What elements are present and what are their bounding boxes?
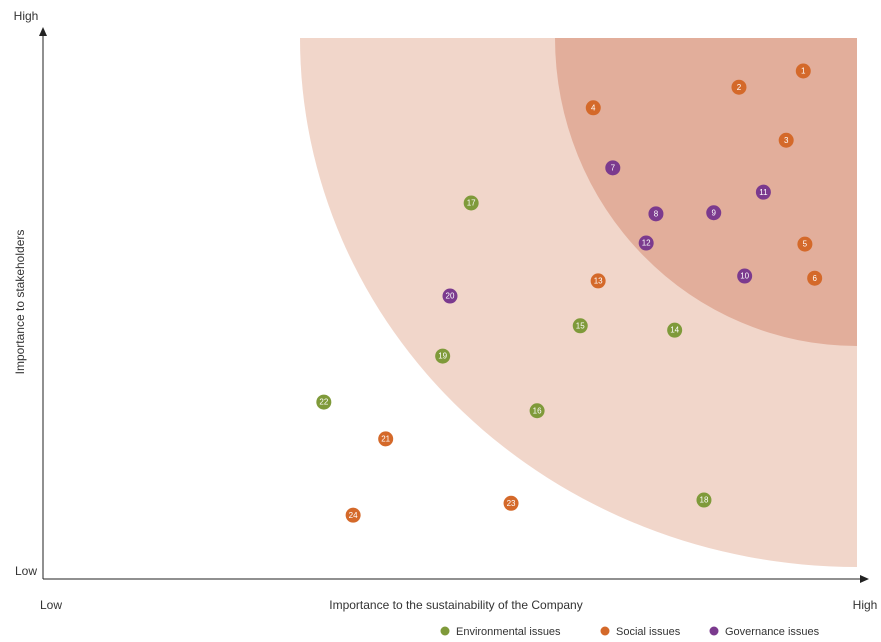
- legend-marker: [600, 626, 610, 636]
- point: [435, 348, 451, 364]
- point: [585, 100, 601, 116]
- point: [345, 507, 361, 523]
- legend-marker: [440, 626, 450, 636]
- point-label: 6: [812, 274, 817, 283]
- point-label: 5: [803, 240, 808, 249]
- point-label: 15: [576, 321, 585, 330]
- point-label: 1: [801, 67, 806, 76]
- x-tick-label: Low: [40, 598, 62, 612]
- point-label: 20: [446, 292, 455, 301]
- point-label: 16: [533, 406, 542, 415]
- point: [638, 235, 654, 251]
- y-tick-label: High: [14, 9, 39, 23]
- legend-label: Governance issues: [725, 626, 820, 638]
- point: [442, 288, 458, 304]
- point-label: 17: [467, 199, 476, 208]
- point-label: 3: [784, 136, 789, 145]
- x-axis-label: Importance to the sustainability of the …: [329, 598, 582, 612]
- x-tick-label: High: [853, 598, 878, 612]
- point: [605, 160, 621, 176]
- point: [316, 394, 332, 410]
- point-label: 19: [438, 352, 447, 361]
- point: [797, 236, 813, 252]
- y-axis-label: Importance to stakeholders: [13, 230, 27, 375]
- point: [590, 273, 606, 289]
- point: [737, 268, 753, 284]
- point-label: 11: [759, 188, 768, 197]
- point: [648, 206, 664, 222]
- point: [706, 205, 722, 221]
- point-label: 7: [611, 163, 616, 172]
- point: [572, 318, 588, 334]
- point: [731, 79, 747, 95]
- legend-label: Environmental issues: [456, 626, 561, 638]
- point-label: 10: [740, 272, 749, 281]
- point: [463, 195, 479, 211]
- point: [807, 270, 823, 286]
- point-label: 8: [654, 209, 659, 218]
- y-arrow: [39, 27, 47, 36]
- point: [667, 322, 683, 338]
- legend-label: Social issues: [616, 626, 681, 638]
- point-label: 22: [319, 398, 328, 407]
- legend-marker: [709, 626, 719, 636]
- y-tick-label: Low: [15, 564, 37, 578]
- point: [503, 495, 519, 511]
- point-label: 12: [642, 239, 651, 248]
- x-arrow: [860, 575, 869, 583]
- point-label: 24: [349, 511, 358, 520]
- point-label: 23: [507, 499, 516, 508]
- point: [696, 492, 712, 508]
- point: [378, 431, 394, 447]
- point: [529, 403, 545, 419]
- zone-high: [555, 38, 857, 346]
- point: [795, 63, 811, 79]
- point-label: 14: [670, 326, 679, 335]
- point: [778, 132, 794, 148]
- point: [755, 184, 771, 200]
- point-label: 9: [712, 208, 717, 217]
- point-label: 18: [700, 496, 709, 505]
- point-label: 2: [737, 83, 742, 92]
- point-label: 13: [594, 277, 603, 286]
- point-label: 21: [381, 434, 390, 443]
- point-label: 4: [591, 103, 596, 112]
